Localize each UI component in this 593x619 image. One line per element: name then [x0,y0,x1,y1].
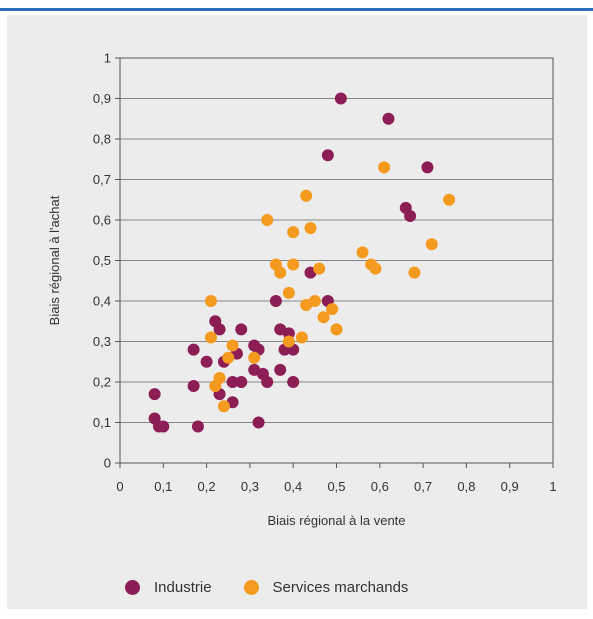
point-services [226,339,239,352]
legend-marker-industrie [125,580,140,595]
x-axis-ticks: 0 0,1 0,2 0,3 0,4 0,5 0,6 0,7 0,8 0,9 1 [116,463,557,494]
point-industrie [421,161,434,174]
x-tick-label: 0 [116,479,123,494]
scatter-chart: 0 0,1 0,2 0,3 0,4 0,5 0,6 0,7 0,8 0,9 1 0 0,1 0,2 0,3… [47,51,557,529]
point-industrie [200,355,213,368]
y-tick-label: 0,7 [93,172,111,187]
chart-panel: 0 0,1 0,2 0,3 0,4 0,5 0,6 0,7 0,8 0,9 1 0 0,1 0,2 0,3… [7,15,587,609]
legend-item-industrie: Industrie [125,579,212,596]
point-industrie [235,323,248,336]
point-services [313,262,326,275]
point-industrie [235,376,248,388]
point-services [330,323,343,336]
x-tick-label: 0,1 [154,479,172,494]
point-services [408,266,421,279]
point-industrie [187,380,200,393]
point-industrie [261,376,274,388]
point-industrie [226,376,239,388]
y-tick-label: 0,5 [93,253,111,268]
point-industrie [187,343,200,356]
point-services [317,311,330,324]
point-services [261,214,274,226]
point-services [300,189,313,202]
accent-bar [0,8,593,11]
point-services [295,331,308,344]
y-tick-label: 0,2 [93,375,111,390]
x-tick-label: 0,2 [198,479,216,494]
point-services [369,262,382,275]
y-tick-label: 0,9 [93,91,111,106]
point-services [443,193,456,206]
point-industrie [334,92,347,105]
data-points [148,92,456,433]
y-axis-label: Biais régional à l'achat [47,195,62,325]
point-industrie [382,112,395,125]
point-industrie [321,149,334,162]
legend: Industrie Services marchands [125,579,440,596]
point-services [304,222,317,235]
point-industrie [404,209,417,222]
point-services [204,295,217,307]
point-services [287,226,300,239]
x-tick-label: 0,9 [501,479,519,494]
point-services [425,238,438,251]
x-tick-label: 1 [549,479,556,494]
point-services [213,371,226,384]
y-tick-label: 1 [104,51,111,66]
point-industrie [191,420,204,433]
point-services [248,351,261,364]
legend-item-services: Services marchands [243,579,409,596]
point-services [282,286,295,299]
point-services [378,161,391,174]
x-tick-label: 0,7 [414,479,432,494]
point-services [326,303,339,316]
y-tick-label: 0,8 [93,132,111,147]
x-tick-label: 0,8 [457,479,475,494]
gridlines [120,98,553,423]
point-services [222,351,235,364]
x-tick-label: 0,6 [371,479,389,494]
y-tick-label: 0,6 [93,213,111,228]
x-tick-label: 0,3 [241,479,259,494]
legend-label-industrie: Industrie [154,579,212,596]
point-industrie [269,295,282,307]
point-industrie [157,420,170,433]
point-services [356,246,369,259]
x-axis-label: Biais régional à la vente [267,513,405,528]
point-services [308,295,321,307]
point-industrie [274,363,287,376]
y-axis-ticks: 0 0,1 0,2 0,3 0,4 0,5 0,6 0,7 0,8 0,9 1 [93,51,120,471]
point-services [282,335,295,348]
point-services [287,258,300,271]
point-services [204,331,217,344]
legend-marker-services [243,580,259,595]
point-industrie [287,376,300,388]
x-tick-label: 0,5 [327,479,345,494]
y-tick-label: 0,3 [93,334,111,349]
legend-label-services: Services marchands [272,579,409,596]
point-services [274,266,287,279]
y-tick-label: 0 [104,456,111,471]
y-tick-label: 0,4 [93,294,111,309]
point-industrie [148,388,161,401]
point-industrie [252,416,265,429]
point-industrie [213,323,226,336]
point-services [217,400,230,413]
y-tick-label: 0,1 [93,415,111,430]
x-tick-label: 0,4 [284,479,302,494]
